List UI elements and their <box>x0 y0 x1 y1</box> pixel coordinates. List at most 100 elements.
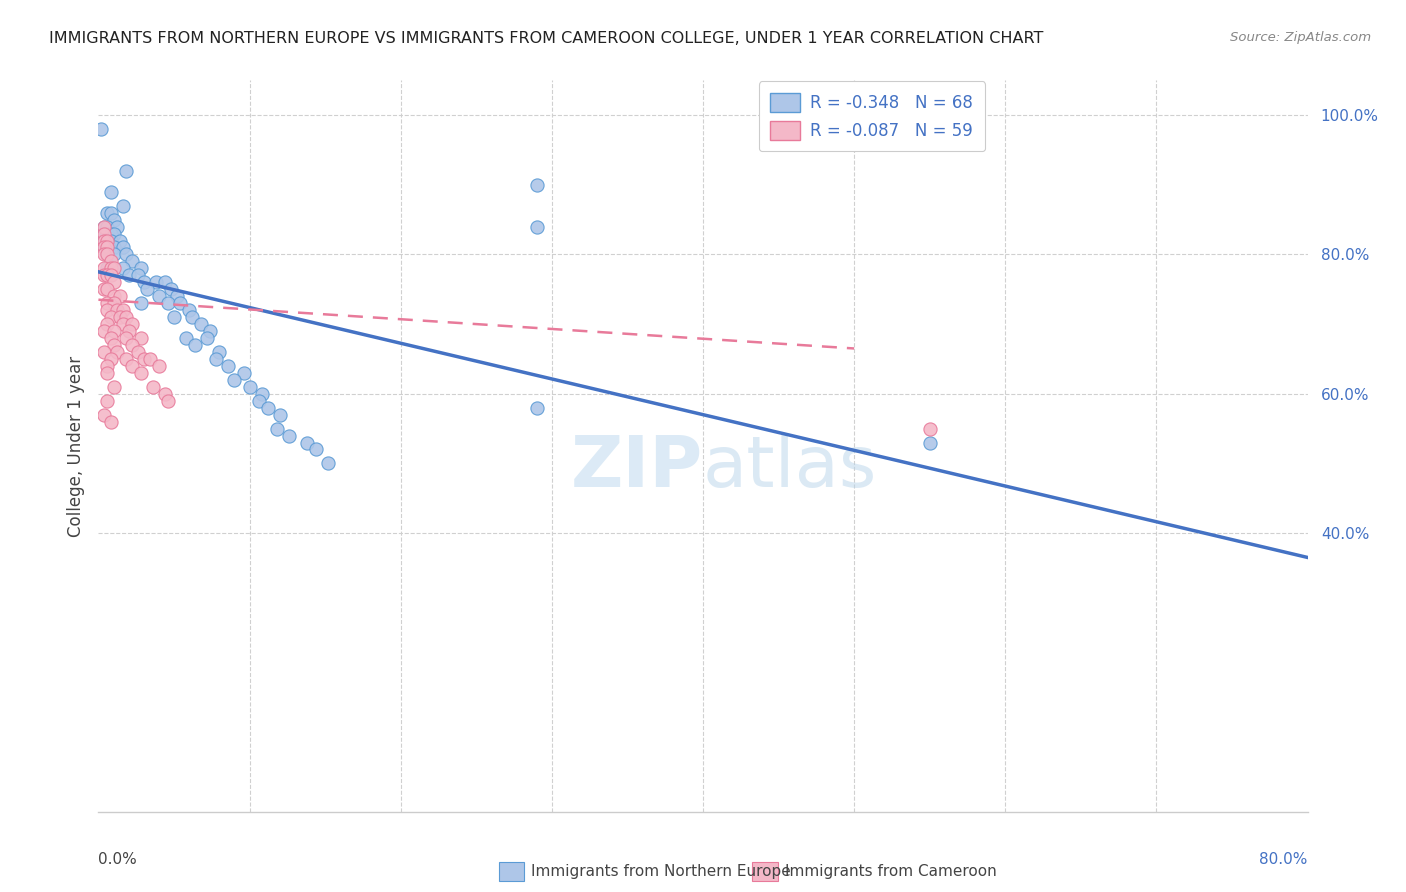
Point <box>166 289 188 303</box>
Point <box>526 178 548 192</box>
Point <box>96 227 118 241</box>
Point <box>93 219 115 234</box>
Point <box>129 261 152 276</box>
Point <box>129 296 152 310</box>
Point <box>93 227 115 241</box>
Text: atlas: atlas <box>703 434 877 502</box>
Point <box>100 351 122 366</box>
Point <box>217 359 239 373</box>
Point <box>96 261 118 276</box>
Point <box>93 408 115 422</box>
Point <box>96 359 118 373</box>
Point <box>266 421 288 435</box>
Point <box>100 185 122 199</box>
Point <box>100 261 122 276</box>
Text: 0.0%: 0.0% <box>98 852 138 867</box>
Point <box>121 254 143 268</box>
Text: ZIP: ZIP <box>571 434 703 502</box>
Text: Immigrants from Cameroon: Immigrants from Cameroon <box>785 864 997 879</box>
Point <box>148 359 170 373</box>
Point <box>127 268 149 283</box>
Point <box>96 366 118 380</box>
Point <box>526 401 548 415</box>
Point <box>108 310 131 325</box>
Point <box>156 296 179 310</box>
Point <box>277 428 299 442</box>
Point <box>93 268 115 283</box>
Point <box>918 421 941 435</box>
Point <box>184 338 207 352</box>
Point <box>127 345 149 359</box>
Point <box>103 296 125 310</box>
Text: Immigrants from Northern Europe: Immigrants from Northern Europe <box>531 864 792 879</box>
Point <box>153 275 176 289</box>
Point <box>96 303 118 318</box>
Point <box>100 234 122 248</box>
Point <box>247 393 270 408</box>
Point <box>118 268 141 283</box>
Point <box>103 338 125 352</box>
Point <box>239 380 262 394</box>
Point <box>100 268 122 283</box>
Point <box>96 240 118 254</box>
Point <box>96 393 118 408</box>
Point <box>103 227 125 241</box>
Point <box>93 227 115 241</box>
Point <box>200 324 222 338</box>
Text: Source: ZipAtlas.com: Source: ZipAtlas.com <box>1230 31 1371 45</box>
Point <box>305 442 328 457</box>
Point <box>114 331 136 345</box>
Point <box>160 282 183 296</box>
Point <box>103 212 125 227</box>
Point <box>108 289 131 303</box>
Point <box>114 351 136 366</box>
Point <box>269 408 291 422</box>
Point <box>195 331 218 345</box>
Point <box>100 254 122 268</box>
Point <box>100 415 122 429</box>
Point <box>179 303 201 318</box>
Point <box>90 122 112 136</box>
Point <box>111 240 134 254</box>
Point <box>93 345 115 359</box>
Point <box>139 351 162 366</box>
Point <box>114 310 136 325</box>
Point <box>111 317 134 331</box>
Point <box>96 240 118 254</box>
Point <box>111 199 134 213</box>
Point <box>96 234 118 248</box>
Point <box>208 345 231 359</box>
Point <box>93 282 115 296</box>
Point <box>96 219 118 234</box>
Point <box>129 331 152 345</box>
Point <box>169 296 191 310</box>
Point <box>105 303 128 318</box>
Point <box>93 324 115 338</box>
Point <box>111 303 134 318</box>
Point <box>103 289 125 303</box>
Point <box>295 435 318 450</box>
Point <box>135 282 157 296</box>
Point <box>96 205 118 219</box>
Legend: R = -0.348   N = 68, R = -0.087   N = 59: R = -0.348 N = 68, R = -0.087 N = 59 <box>759 81 984 152</box>
Point <box>93 234 115 248</box>
Point <box>103 247 125 261</box>
Point <box>100 331 122 345</box>
Point <box>174 331 197 345</box>
Point <box>121 359 143 373</box>
Point <box>100 205 122 219</box>
Text: IMMIGRANTS FROM NORTHERN EUROPE VS IMMIGRANTS FROM CAMEROON COLLEGE, UNDER 1 YEA: IMMIGRANTS FROM NORTHERN EUROPE VS IMMIG… <box>49 31 1043 46</box>
Point <box>93 247 115 261</box>
Point <box>148 289 170 303</box>
Point <box>132 351 155 366</box>
Point <box>205 351 228 366</box>
Point <box>121 317 143 331</box>
Point <box>100 310 122 325</box>
Point <box>114 164 136 178</box>
Point <box>250 386 273 401</box>
Point <box>156 393 179 408</box>
Point <box>93 234 115 248</box>
Point <box>96 247 118 261</box>
Point <box>190 317 212 331</box>
Point <box>96 234 118 248</box>
